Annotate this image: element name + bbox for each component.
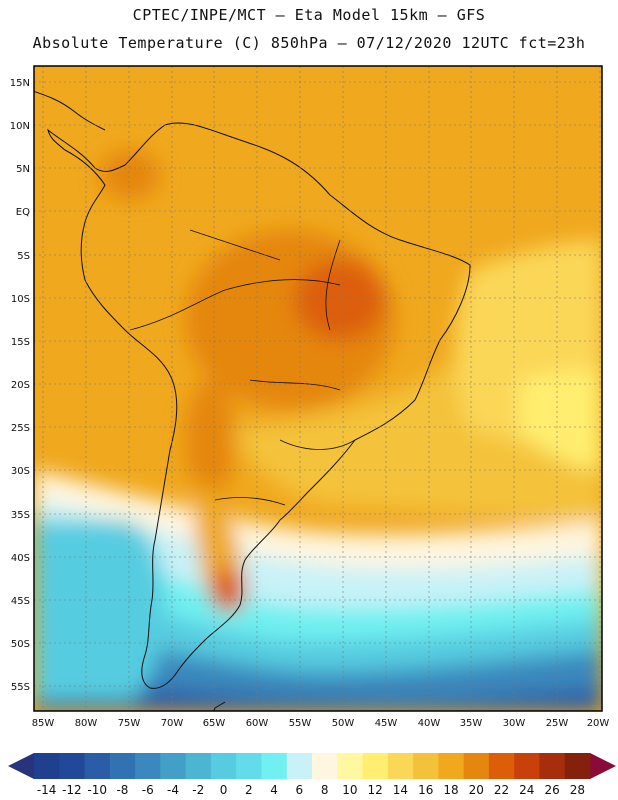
colorbar-cell [261,753,288,779]
lon-label: 30W [503,718,526,729]
lat-label: 40S [11,553,30,564]
chart-title-line1: CPTEC/INPE/MCT – Eta Model 15km – GFS [132,6,486,24]
colorbar-cell [337,753,364,779]
colorbar-cell [34,753,60,779]
coastlines [34,90,471,711]
colorbar-tick-label: 10 [342,783,357,797]
colorbar-cell [59,753,86,779]
lon-label: 65W [203,718,226,729]
colorbar-cell [514,753,540,779]
colorbar-cell [438,753,465,779]
lon-label: 35W [460,718,483,729]
colorbar-tick-label: -14 [37,783,57,797]
lat-label: 30S [11,466,30,477]
country-borders [129,229,356,506]
colorbar-cell [210,753,237,779]
colorbar-over-arrow [590,753,616,779]
lat-label: 35S [11,510,30,521]
colorbar-under-arrow [8,753,34,779]
lon-label: 85W [32,718,55,729]
colorbar-cell [286,753,313,779]
field-20c-colombia [100,150,160,200]
lat-label: 50S [11,639,30,650]
chart-title-line2: Absolute Temperature (C) 850hPa – 07/12/… [32,34,586,52]
central-america-coast [34,90,106,131]
colorbar-cell [564,753,591,779]
colorbar-tick-label: 6 [296,783,304,797]
colorbar-cell [387,753,414,779]
map-frame [33,65,603,712]
lon-label: 20W [587,718,610,729]
colorbar-cell [413,753,439,779]
lat-label: 5N [16,164,30,175]
lat-label: 25S [11,423,30,434]
colorbar-tick-label: 18 [443,783,458,797]
colorbar-tick-label: 12 [368,783,383,797]
field-12c-atlantic [520,370,602,470]
colorbar-tick-label: 26 [544,783,559,797]
colorbar-tick-label: -2 [192,783,204,797]
lat-label: 45S [11,596,30,607]
tierra-del-fuego [213,701,226,711]
colorbar-cell [539,753,566,779]
colorbar-tick-label: -6 [142,783,154,797]
colorbar-tick-label: 24 [519,783,534,797]
colorbar-tick-label: -8 [116,783,128,797]
south-america-coast [47,122,471,689]
colorbar-tick-label: 16 [418,783,433,797]
lat-label: 55S [11,682,30,693]
colorbar-cell [84,753,111,779]
lon-label: 70W [161,718,184,729]
field-minus10c-band [34,670,602,711]
colorbar-tick-label: 2 [245,783,253,797]
colorbar-tick-label: 20 [469,783,484,797]
colorbar: -14 -12 -10 -8 -6 -4 -2 0 2 4 6 8 10 12 14 16 18 20 22 24 26… [8,753,616,797]
colorbar-cell [488,753,515,779]
colorbar-cell [362,753,389,779]
colorbar-cell [109,753,136,779]
lon-label: 80W [75,718,98,729]
lat-label: EQ [16,207,30,218]
lon-label: 60W [246,718,269,729]
colorbar-cell [312,753,338,779]
lat-label: 20S [11,380,30,391]
lat-label: 10S [11,294,30,305]
colorbar-cell [160,753,187,779]
colorbar-tick-label: 4 [270,783,278,797]
colorbar-tick-label: 14 [393,783,408,797]
colorbar-tick-label: 0 [220,783,228,797]
lon-label: 45W [375,718,398,729]
colorbar-tick-label: -12 [62,783,82,797]
colorbar-tick-label: -4 [167,783,179,797]
lat-label: 15N [10,78,30,89]
field-20c-andes [185,380,235,500]
field-cold-andes-south [34,520,165,700]
lat-label: 15S [11,337,30,348]
colorbar-cell [236,753,262,779]
temperature-field [34,66,602,711]
colorbar-tick-label: 22 [494,783,509,797]
colorbar-tick-label: -10 [87,783,107,797]
latitude-labels: 15N 10N 5N EQ 5S 10S 15S 20S 25S 30S 35S… [10,78,30,693]
colorbar-cell [463,753,490,779]
lon-label: 25W [546,718,569,729]
colorbar-tick-label: 28 [570,783,585,797]
longitude-labels: 85W 80W 75W 70W 65W 60W 55W 50W 45W 40W … [32,718,610,729]
colorbar-tick-label: 8 [321,783,329,797]
colorbar-cell [185,753,212,779]
colorbar-cell [135,753,161,779]
lon-label: 75W [118,718,141,729]
field-minus6c-band [34,620,602,711]
lon-label: 55W [289,718,312,729]
lat-label: 10N [10,121,30,132]
lon-label: 50W [332,718,355,729]
lon-label: 40W [418,718,441,729]
field-22c-core-brazil [295,260,385,340]
field-22c-patagonia [210,568,246,612]
lat-label: 5S [17,251,30,262]
